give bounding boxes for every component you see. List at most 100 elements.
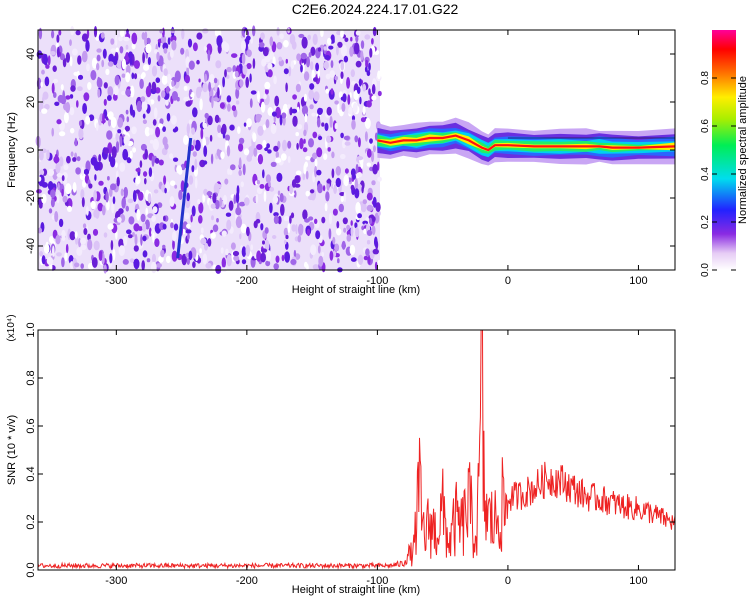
noise-blob — [325, 191, 330, 202]
noise-blob — [48, 208, 53, 214]
noise-blob — [172, 231, 177, 242]
noise-blob — [133, 245, 139, 252]
noise-blob — [295, 224, 298, 235]
noise-blob — [151, 215, 156, 222]
noise-blob — [121, 73, 126, 78]
noise-blob — [316, 147, 323, 158]
noise-blob — [83, 168, 90, 176]
noise-blob — [372, 196, 377, 208]
noise-blob — [366, 148, 372, 158]
noise-blob — [53, 92, 57, 98]
noise-blob — [123, 36, 130, 42]
noise-blob — [40, 81, 43, 88]
noise-blob — [225, 248, 229, 256]
noise-blob — [371, 225, 376, 236]
noise-blob — [253, 147, 258, 157]
noise-blob — [275, 255, 280, 263]
noise-blob — [183, 85, 188, 91]
noise-blob — [207, 49, 211, 62]
noise-blob — [158, 255, 164, 263]
noise-blob — [308, 138, 314, 148]
noise-blob — [145, 207, 148, 216]
noise-blob — [76, 100, 79, 108]
noise-blob — [373, 145, 376, 153]
noise-blob — [184, 74, 190, 84]
noise-blob — [129, 258, 135, 263]
noise-blob — [243, 122, 247, 127]
noise-blob — [352, 102, 358, 114]
noise-blob — [83, 92, 90, 102]
noise-blob — [240, 40, 246, 52]
noise-blob — [258, 42, 265, 48]
noise-blob — [70, 151, 74, 157]
noise-blob — [112, 248, 116, 261]
noise-blob — [256, 187, 263, 195]
noise-blob — [288, 66, 292, 77]
colorbar-tick-label: 0.2 — [700, 215, 711, 229]
noise-blob — [314, 218, 318, 224]
noise-blob — [75, 167, 81, 175]
noise-blob — [262, 240, 265, 245]
noise-blob — [110, 38, 115, 45]
noise-blob — [270, 123, 277, 135]
noise-blob — [154, 157, 160, 164]
noise-blob — [173, 157, 179, 162]
ridge-core — [377, 134, 676, 152]
noise-blob — [191, 165, 195, 173]
noise-blob — [235, 100, 240, 105]
noise-blob — [211, 96, 214, 109]
noise-blob — [326, 37, 332, 46]
noise-blob — [194, 139, 201, 152]
noise-blob — [309, 104, 314, 110]
noise-blob — [96, 62, 100, 71]
noise-blob — [216, 218, 219, 223]
noise-blob — [77, 74, 84, 80]
noise-blob — [72, 48, 78, 56]
noise-blob — [129, 150, 133, 159]
noise-blob — [194, 158, 198, 171]
noise-blob — [276, 42, 283, 50]
noise-blob — [169, 153, 174, 160]
noise-blob — [371, 180, 376, 186]
noise-blob — [58, 218, 64, 228]
noise-blob — [129, 54, 133, 66]
noise-blob — [55, 162, 61, 174]
noise-blob — [365, 248, 370, 256]
noise-blob — [107, 176, 110, 181]
noise-blob — [171, 39, 177, 51]
noise-blob — [117, 129, 122, 134]
noise-blob — [367, 254, 371, 265]
noise-blob — [238, 157, 242, 169]
noise-blob — [163, 175, 167, 185]
noise-blob — [228, 169, 233, 176]
noise-blob — [336, 228, 342, 236]
noise-blob — [163, 215, 166, 222]
noise-blob — [275, 157, 282, 163]
noise-blob — [76, 247, 83, 256]
noise-blob — [116, 216, 122, 223]
noise-blob — [240, 223, 247, 234]
noise-blob — [164, 187, 167, 194]
noise-blob — [360, 50, 364, 61]
noise-blob — [364, 34, 371, 40]
noise-blob — [355, 60, 362, 68]
noise-blob — [118, 245, 126, 257]
noise-blob — [81, 50, 88, 63]
noise-blob — [95, 122, 99, 131]
noise-blob — [276, 27, 280, 36]
noise-blob — [225, 212, 232, 217]
noise-blob — [126, 229, 132, 235]
noise-blob — [296, 53, 301, 61]
noise-blob — [334, 76, 339, 81]
noise-blob — [256, 250, 262, 262]
noise-blob — [132, 147, 137, 153]
noise-blob — [266, 250, 272, 262]
noise-blob — [281, 112, 287, 119]
noise-blob — [326, 179, 332, 184]
noise-blob — [279, 192, 284, 203]
noise-blob — [235, 216, 242, 229]
noise-blob — [107, 61, 114, 67]
noise-blob — [346, 234, 352, 242]
noise-blob — [128, 216, 135, 225]
